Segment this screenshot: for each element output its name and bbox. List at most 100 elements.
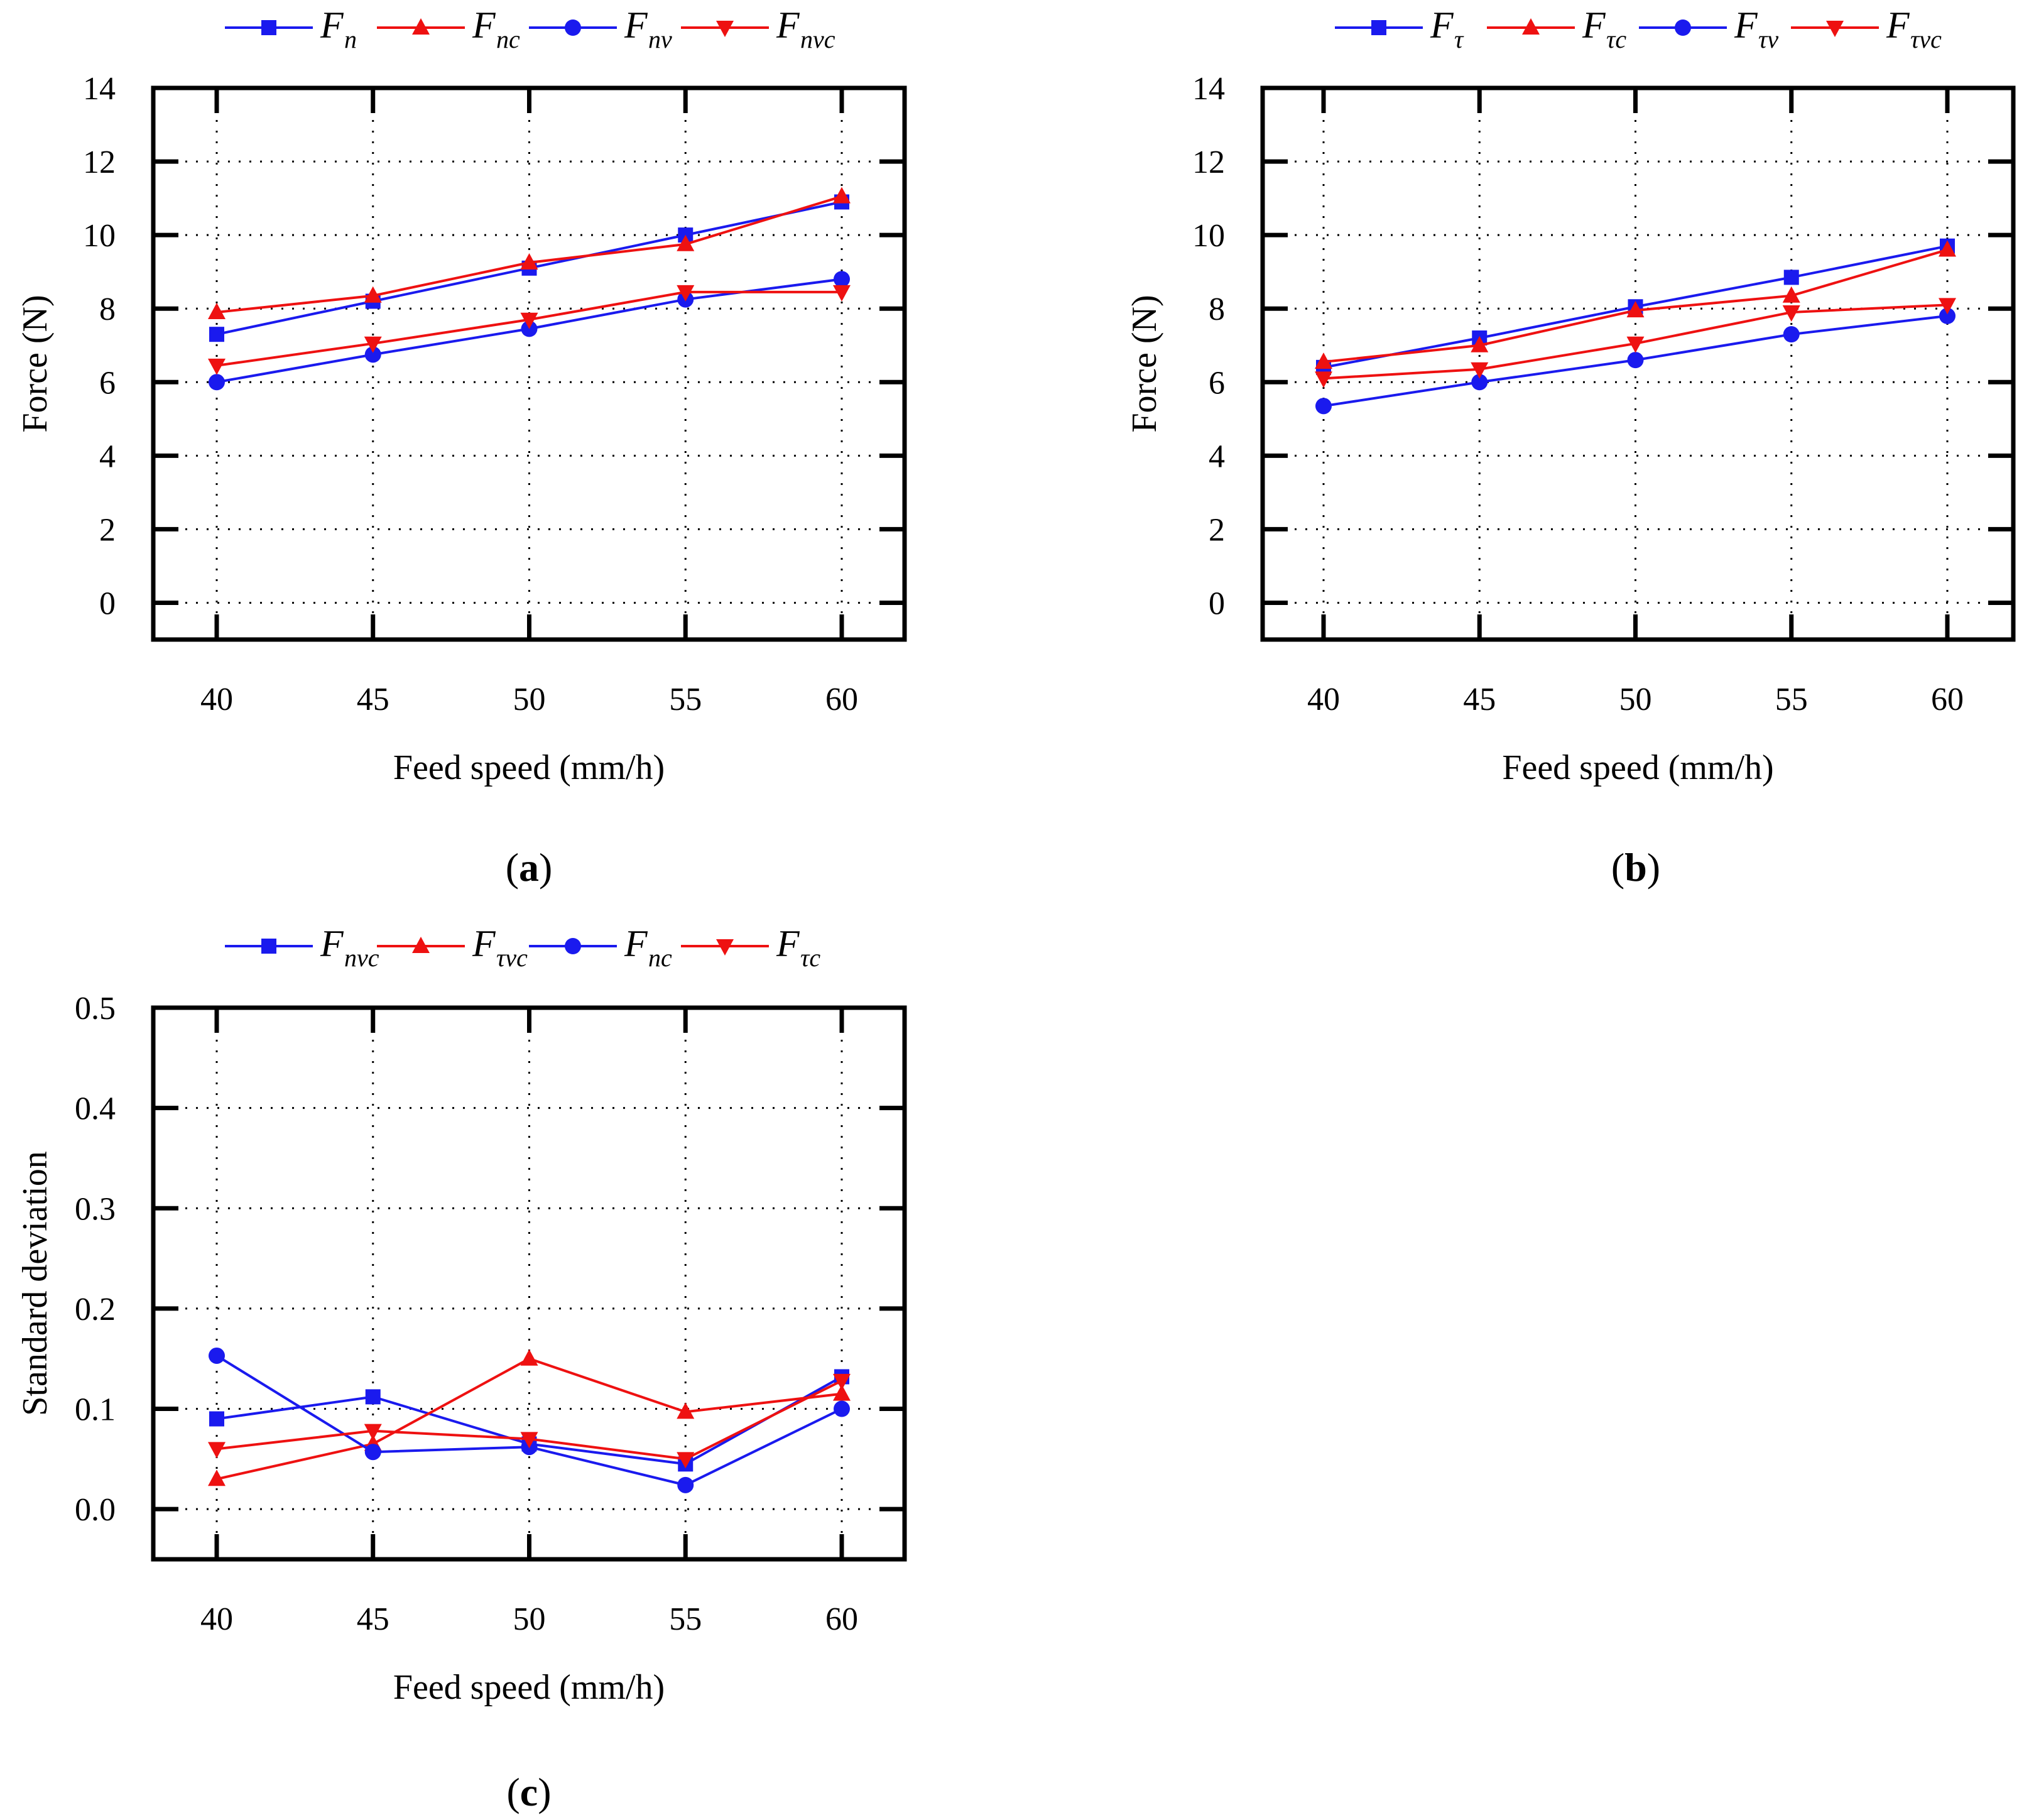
legend-marker	[1675, 19, 1691, 36]
x-tick-label: 55	[1775, 682, 1808, 717]
data-point	[1315, 352, 1332, 369]
legend-marker	[1522, 18, 1540, 35]
y-tick-label: 4	[99, 439, 116, 474]
chart-panel-c: 0.0 0.1 0.2 0.3 0.4 0.5 40 45 50 55 60 Feed speed (…	[16, 923, 907, 1814]
data-point	[209, 1347, 225, 1364]
chart-panel-b: 0 2 4 6 8 10 12 14 40 45 50 55 60 Feed speed (mm/h) Fo…	[1125, 4, 2016, 890]
x-tick-label: 60	[825, 1601, 858, 1637]
data-point	[208, 358, 226, 375]
data-point	[208, 1442, 226, 1459]
legend-marker	[716, 21, 734, 37]
tick-marks	[153, 1005, 905, 1559]
data-point	[1939, 298, 1956, 315]
legend-label: F	[1430, 4, 1454, 46]
tick-marks	[153, 85, 905, 640]
data-point	[209, 1411, 224, 1427]
y-tick-label: 0	[99, 586, 116, 621]
data-point	[365, 1389, 381, 1405]
panel-caption: (a)	[506, 845, 553, 890]
legend-label: F	[1582, 4, 1606, 46]
data-point	[677, 1402, 695, 1419]
y-tick-label: 14	[83, 71, 116, 107]
x-tick-label: 45	[357, 1601, 389, 1637]
legend-marker	[412, 18, 430, 35]
series-Fnvc	[208, 285, 851, 375]
caption-letter: c	[520, 1770, 538, 1814]
y-tick-label: 14	[1192, 71, 1225, 107]
data-point	[1626, 336, 1645, 353]
data-point	[364, 336, 382, 353]
legend-label-subscript: nvc	[800, 25, 835, 53]
data-point	[520, 1349, 538, 1366]
plot-frame	[151, 85, 907, 642]
legend-marker	[716, 939, 734, 956]
y-tick-label: 12	[1192, 144, 1225, 180]
panel-caption: (b)	[1611, 845, 1660, 890]
series-Fτc	[208, 1373, 851, 1469]
legend-label: F	[1734, 4, 1758, 46]
plot-frame	[151, 1005, 907, 1562]
y-tick-label: 12	[83, 144, 116, 180]
x-tick-label: 50	[513, 1601, 546, 1637]
legend-label-subscript: τvc	[1910, 25, 1942, 53]
x-tick-label: 60	[825, 682, 858, 717]
legend-label-subscript: τc	[800, 944, 820, 972]
legend-label-subscript: τv	[1758, 25, 1778, 53]
data-point	[209, 327, 224, 342]
x-tick-label: 40	[200, 682, 233, 717]
y-tick-label: 0.3	[75, 1191, 116, 1227]
series-Fnv	[209, 271, 850, 391]
legend-marker	[565, 938, 581, 954]
legend-label-subscript: nvc	[344, 944, 379, 972]
series-line	[215, 1354, 842, 1486]
series-Fnc	[209, 1347, 850, 1493]
legend-label-subscript: τ	[1454, 25, 1464, 53]
data-point	[208, 1469, 226, 1486]
x-tick-label: 40	[1307, 682, 1340, 717]
chart-panel-a: 0 2 4 6 8 10 12 14 40 45 50 55 60 Feed speed (mm/h) Fo…	[16, 4, 907, 890]
data-point	[1783, 326, 1800, 343]
series-Fnvc	[209, 1369, 849, 1472]
series-line	[216, 1357, 842, 1481]
caption-open-paren: (	[1611, 845, 1624, 890]
data-point	[1939, 240, 1956, 257]
y-tick-label: 6	[1209, 365, 1225, 401]
y-tick-label: 0.5	[75, 991, 116, 1027]
data-point	[1626, 301, 1645, 318]
legend-label: F	[776, 4, 800, 46]
data-point	[520, 253, 538, 270]
data-point	[1939, 307, 1956, 324]
legend-marker	[565, 19, 581, 36]
legend-label-subscript: τvc	[496, 944, 528, 972]
data-point	[209, 374, 225, 391]
series-Fτvc	[1315, 298, 1956, 388]
y-tick-label: 8	[1209, 292, 1225, 327]
data-point	[833, 1384, 851, 1401]
series-Fτv	[1315, 307, 1956, 415]
legend-label: F	[776, 923, 800, 964]
y-tick-label: 6	[99, 365, 116, 401]
data-point	[1471, 362, 1489, 379]
x-axis-title: Feed speed (mm/h)	[393, 748, 665, 787]
y-axis-title: Force (N)	[1125, 295, 1164, 432]
y-tick-label: 0.2	[75, 1292, 116, 1327]
y-tick-label: 2	[1209, 512, 1225, 548]
x-tick-label: 45	[357, 682, 389, 717]
legend-label: F	[320, 4, 344, 46]
series-Fτvc	[208, 1349, 851, 1486]
data-point	[208, 303, 226, 320]
x-tick-label: 40	[200, 1601, 233, 1637]
caption-open-paren: (	[506, 845, 519, 890]
y-tick-label: 0	[1209, 586, 1225, 621]
legend-label-subscript: nc	[648, 944, 672, 972]
data-point	[1783, 270, 1799, 285]
